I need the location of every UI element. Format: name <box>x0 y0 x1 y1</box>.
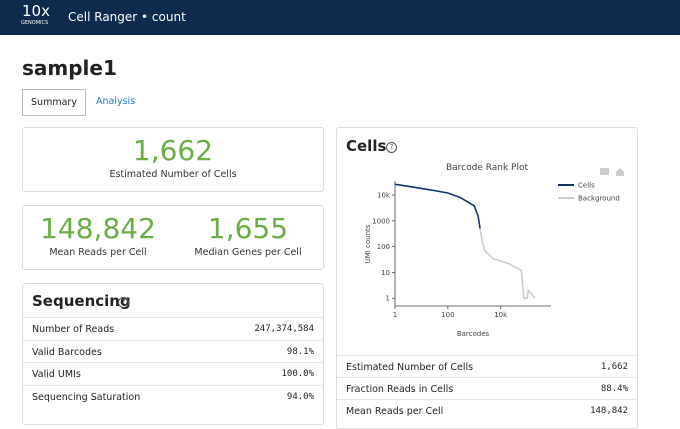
y-tick-label: 100 <box>377 243 390 251</box>
y-tick-label: 1 <box>386 295 390 303</box>
metric-label: Estimated Number of Cells <box>109 169 237 180</box>
card: Cells ? Barcode Rank Plot Barcodes UMI c… <box>336 127 638 429</box>
table-row: Valid UMIs 100.0% <box>23 362 323 385</box>
row-label: Estimated Number of Cells <box>346 362 474 373</box>
y-axis-label: UMI counts <box>364 224 372 263</box>
row-label: Fraction Reads in Cells <box>346 384 454 395</box>
table-row: Mean Reads per Cell 148,842 <box>337 399 637 422</box>
card: 1,662 Estimated Number of Cells <box>22 127 324 192</box>
metric-label: Mean Reads per Cell <box>49 247 147 258</box>
row-value: 94.0% <box>286 391 314 402</box>
row-value: 88.4% <box>600 384 628 394</box>
camera-icon[interactable] <box>600 168 609 175</box>
legend-label: Cells <box>578 182 595 190</box>
metric-label: Median Genes per Cell <box>194 247 302 258</box>
y-tick-label: 1000 <box>372 217 390 225</box>
card: Sequencing ? Number of Reads 247,374,584 V… <box>22 283 324 425</box>
x-tick-label: 100 <box>441 311 454 319</box>
metric-value: 1,662 <box>132 134 214 167</box>
series-line <box>479 228 536 300</box>
x-axis-label: Barcodes <box>457 330 490 338</box>
card: 148,842 Mean Reads per Cell 1,655 Median… <box>22 205 324 270</box>
row-label: Mean Reads per Cell <box>346 406 444 417</box>
row-value: 1,662 <box>600 362 628 372</box>
table-row: Estimated Number of Cells 1,662 <box>337 355 637 378</box>
row-label: Valid UMIs <box>32 369 81 380</box>
row-label: Valid Barcodes <box>32 346 102 358</box>
table-row: Sequencing Saturation 94.0% <box>23 384 323 408</box>
app-title: Cell Ranger • count <box>68 10 186 24</box>
table-row: Number of Reads 247,374,584 <box>23 317 323 340</box>
home-icon[interactable] <box>616 168 624 176</box>
section-title: Sequencing <box>32 292 131 310</box>
section-title: Cells <box>346 137 387 155</box>
help-icon[interactable]: ? <box>386 142 397 153</box>
header: 10x GENOMICS Cell Ranger • count <box>0 0 680 35</box>
page-title: sample1 <box>22 56 117 80</box>
series-line <box>394 183 481 229</box>
table-row: Valid Barcodes 98.1% <box>23 339 323 363</box>
row-value: 247,374,584 <box>254 324 314 334</box>
metric-value: 1,655 <box>207 212 289 245</box>
tab[interactable]: Analysis <box>96 96 136 107</box>
row-label: Number of Reads <box>32 324 115 335</box>
y-tick-label: 10k <box>377 192 391 200</box>
table-row: Fraction Reads in Cells 88.4% <box>337 377 637 400</box>
metric-value: 148,842 <box>40 212 156 245</box>
legend-label: Background <box>578 195 620 203</box>
row-label: Sequencing Saturation <box>32 391 141 403</box>
logo: 10x <box>22 2 50 20</box>
x-tick-label: 1 <box>393 311 397 319</box>
help-icon[interactable]: ? <box>118 297 129 308</box>
x-tick-label: 10k <box>494 311 508 319</box>
row-value: 98.1% <box>286 346 314 357</box>
tab[interactable]: Summary <box>22 89 86 116</box>
row-value: 100.0% <box>281 369 314 379</box>
y-tick-label: 10 <box>381 269 390 277</box>
chart-title: Barcode Rank Plot <box>446 163 529 173</box>
row-value: 148,842 <box>590 406 628 416</box>
logo-sub: GENOMICS <box>21 20 49 26</box>
